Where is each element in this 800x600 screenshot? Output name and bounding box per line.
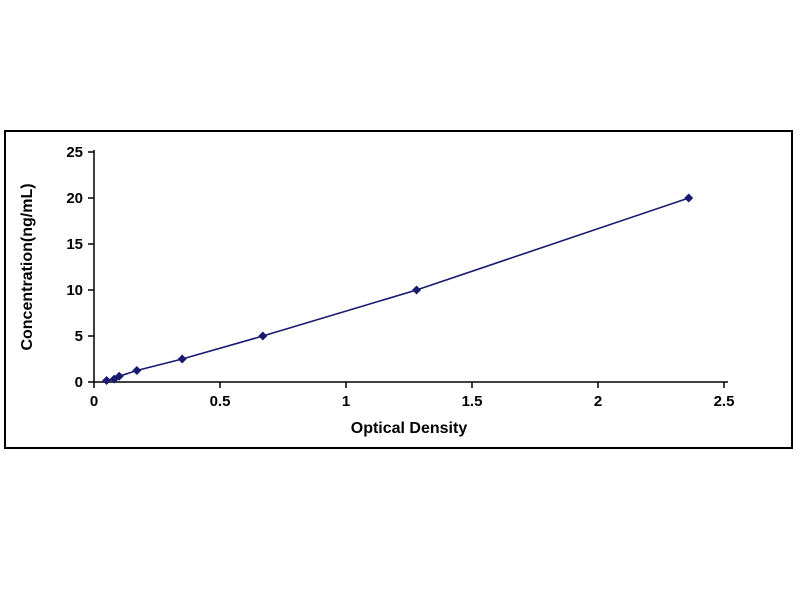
x-tick-label: 2.5 xyxy=(714,393,735,410)
x-tick-label: 0 xyxy=(90,393,98,410)
y-tick-label: 0 xyxy=(75,374,83,391)
x-tick-label: 2 xyxy=(594,393,602,410)
x-tick-label: 1.5 xyxy=(462,393,483,410)
x-tick-label: 0.5 xyxy=(210,393,231,410)
y-tick-label: 20 xyxy=(66,190,83,207)
data-point-marker xyxy=(412,285,422,295)
data-point-marker xyxy=(102,376,112,386)
data-point-marker xyxy=(132,366,142,375)
data-point-marker xyxy=(684,193,694,203)
y-tick-label: 5 xyxy=(75,328,83,345)
chart-canvas: Concentration(ng/mL) Optical Density 0 0.… xyxy=(19,144,734,437)
x-axis-title: Optical Density xyxy=(351,420,468,437)
plot-group: 0 0.5 1 1.5 2 2.5 0 5 10 15 20 25 xyxy=(66,144,734,410)
data-point-marker xyxy=(114,371,124,381)
y-axis-title: Concentration(ng/mL) xyxy=(19,183,36,350)
y-tick-label: 15 xyxy=(66,236,83,253)
y-tick-label: 10 xyxy=(66,282,83,299)
data-point-marker xyxy=(258,331,268,341)
standard-curve-chart: Concentration(ng/mL) Optical Density 0 0.… xyxy=(4,130,793,449)
y-tick-label: 25 xyxy=(66,144,83,161)
x-tick-label: 1 xyxy=(342,393,350,410)
data-point-marker xyxy=(177,354,187,364)
series-line xyxy=(106,197,689,382)
